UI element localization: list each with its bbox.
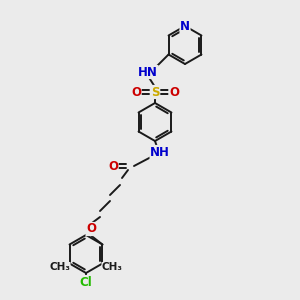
Text: O: O: [131, 85, 141, 98]
Text: O: O: [108, 160, 118, 172]
Text: HN: HN: [138, 65, 158, 79]
Text: O: O: [169, 85, 179, 98]
Text: N: N: [180, 20, 190, 32]
Text: NH: NH: [150, 146, 170, 158]
Text: CH₃: CH₃: [49, 262, 70, 272]
Text: O: O: [86, 223, 96, 236]
Text: CH₃: CH₃: [102, 262, 123, 272]
Text: Cl: Cl: [80, 275, 92, 289]
Text: S: S: [151, 85, 159, 98]
